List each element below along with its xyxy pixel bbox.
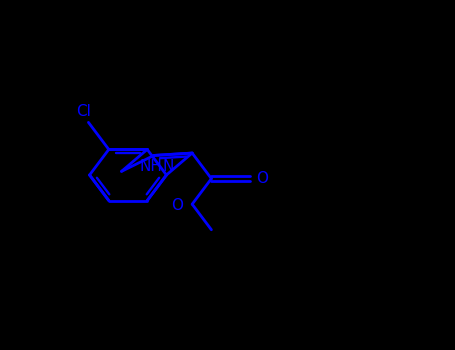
Text: N: N — [163, 159, 174, 174]
Text: O: O — [171, 198, 183, 214]
Text: O: O — [257, 171, 268, 186]
Text: Cl: Cl — [76, 104, 91, 119]
Text: NH: NH — [140, 159, 162, 174]
